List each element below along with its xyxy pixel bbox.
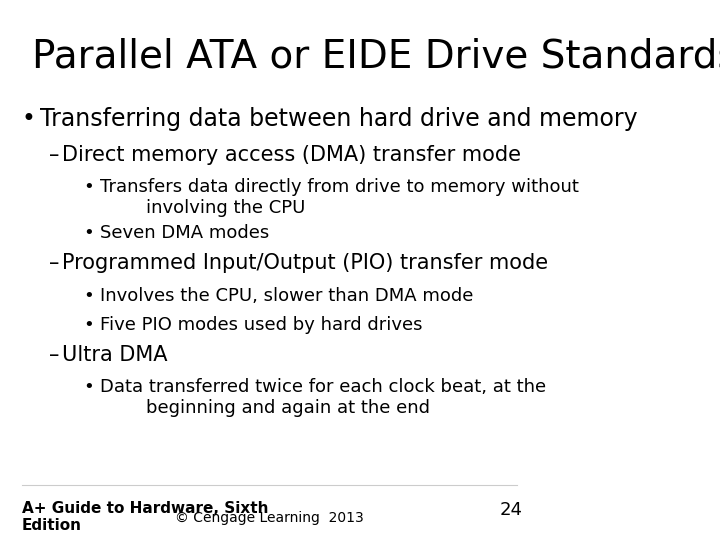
Text: –: – xyxy=(48,145,59,165)
Text: 24: 24 xyxy=(500,501,523,518)
Text: A+ Guide to Hardware, Sixth
Edition: A+ Guide to Hardware, Sixth Edition xyxy=(22,501,268,533)
Text: –: – xyxy=(48,253,59,273)
Text: Five PIO modes used by hard drives: Five PIO modes used by hard drives xyxy=(99,316,422,334)
Text: •: • xyxy=(22,106,35,131)
Text: Involves the CPU, slower than DMA mode: Involves the CPU, slower than DMA mode xyxy=(99,287,473,305)
Text: © Cengage Learning  2013: © Cengage Learning 2013 xyxy=(175,511,364,525)
Text: Transferring data between hard drive and memory: Transferring data between hard drive and… xyxy=(40,106,638,131)
Text: Data transferred twice for each clock beat, at the
        beginning and again a: Data transferred twice for each clock be… xyxy=(99,378,546,417)
Text: –: – xyxy=(48,345,59,365)
Text: Direct memory access (DMA) transfer mode: Direct memory access (DMA) transfer mode xyxy=(62,145,521,165)
Text: Parallel ATA or EIDE Drive Standards: Parallel ATA or EIDE Drive Standards xyxy=(32,37,720,75)
Text: Ultra DMA: Ultra DMA xyxy=(62,345,168,365)
Text: •: • xyxy=(84,224,94,242)
Text: Seven DMA modes: Seven DMA modes xyxy=(99,224,269,242)
Text: •: • xyxy=(84,178,94,196)
Text: Transfers data directly from drive to memory without
        involving the CPU: Transfers data directly from drive to me… xyxy=(99,178,579,217)
Text: •: • xyxy=(84,316,94,334)
Text: •: • xyxy=(84,287,94,305)
Text: Programmed Input/Output (PIO) transfer mode: Programmed Input/Output (PIO) transfer m… xyxy=(62,253,548,273)
Text: •: • xyxy=(84,378,94,396)
